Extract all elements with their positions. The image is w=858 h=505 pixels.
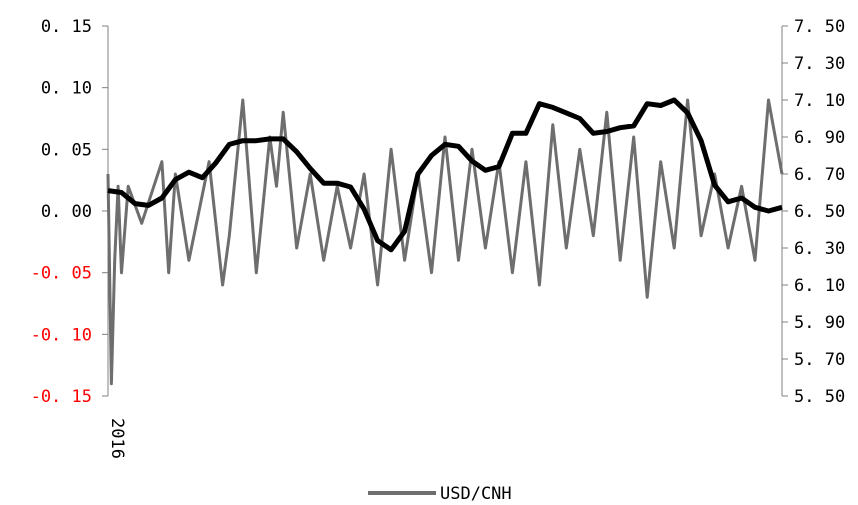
legend: USD/CNH	[368, 484, 512, 504]
left-tick-label: 0. 05	[41, 140, 92, 160]
series-line-returns	[106, 98, 784, 386]
series-line-usd-cnh	[107, 97, 783, 253]
right-tick-label: 5. 90	[794, 313, 845, 333]
plot-area	[106, 97, 784, 386]
legend-label-usd-cnh: USD/CNH	[440, 484, 512, 504]
right-tick-label: 6. 90	[794, 128, 845, 148]
right-tick-label: 6. 70	[794, 165, 845, 185]
left-axis: 0. 15 0. 10 0. 05 0. 00 -0. 05 -0. 10 -0. 15	[31, 17, 109, 407]
right-tick-label: 7. 50	[794, 17, 845, 37]
right-axis: 7. 50 7. 30 7. 10 6. 90 6. 70 6. 50 6. 30 6. 10…	[781, 17, 845, 407]
right-tick-label: 5. 50	[794, 387, 845, 407]
right-tick-label: 5. 70	[794, 350, 845, 370]
right-tick-label: 6. 50	[794, 202, 845, 222]
right-tick-label: 6. 30	[794, 239, 845, 259]
left-tick-label: -0. 10	[31, 325, 92, 345]
left-tick-label: 0. 10	[41, 79, 92, 99]
right-tick-label: 7. 10	[794, 91, 845, 111]
left-tick-label: 0. 15	[41, 17, 92, 37]
left-tick-label: -0. 05	[31, 264, 92, 284]
left-tick-label: 0. 00	[41, 202, 92, 222]
right-tick-label: 6. 10	[794, 276, 845, 296]
left-tick-label: -0. 15	[31, 387, 92, 407]
x-tick-label: 2016	[107, 418, 127, 459]
right-tick-label: 7. 30	[794, 54, 845, 74]
